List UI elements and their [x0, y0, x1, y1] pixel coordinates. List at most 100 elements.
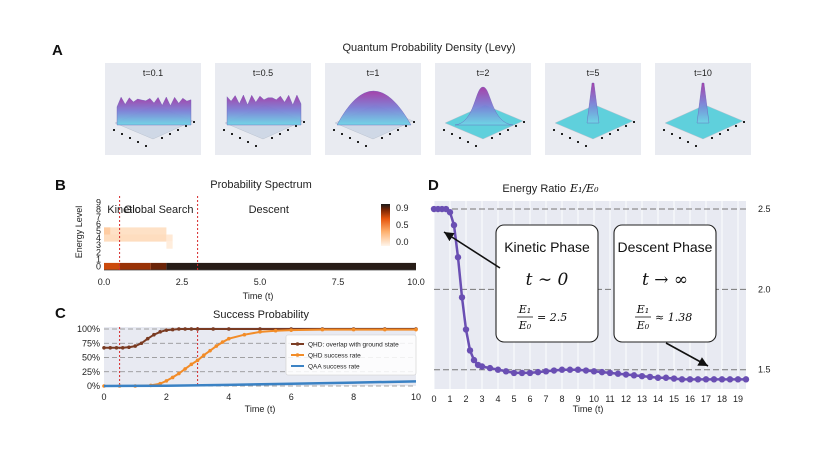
x-tick-label: 12: [621, 394, 631, 404]
x-tick-label: 0: [431, 394, 436, 404]
series-point: [590, 368, 598, 375]
series-point: [189, 327, 194, 331]
series-point: [170, 375, 175, 380]
panel-d-title-math: E₁/E₀: [569, 182, 599, 195]
subplot-label: t=0.1: [143, 68, 163, 78]
y-tick-label: 100%: [77, 324, 100, 334]
series-point: [574, 366, 582, 373]
series-point: [638, 372, 646, 380]
colorbar-tick-mid: 0.5: [396, 220, 409, 230]
surface-mesh: [586, 82, 600, 124]
panel-b-xlabel: Time (t): [243, 291, 274, 301]
x-tick-label: 13: [637, 394, 647, 404]
kinetic-annotation: Kinetic Phase t ∼ 0 E₁ E₀ = 2.5: [495, 224, 599, 343]
y-tick-label: 0: [96, 261, 101, 271]
panel-b-title: Probability Spectrum: [210, 179, 312, 191]
series-point: [189, 362, 194, 367]
series-point: [630, 372, 638, 379]
series-point: [383, 327, 387, 332]
series-point: [510, 369, 518, 377]
series-point: [414, 327, 418, 332]
series-point: [289, 328, 294, 332]
x-tick-label: 0: [101, 392, 106, 402]
x-tick-label: 7: [543, 394, 548, 404]
descent-arrow: [665, 342, 709, 367]
heatmap-cell: [104, 227, 111, 235]
series-point: [598, 368, 606, 376]
panel-c-xlabel: Time (t): [245, 404, 276, 414]
x-tick-label: 10.0: [407, 277, 425, 287]
axis-tick-mark: [185, 125, 187, 127]
x-tick-label: 17: [701, 394, 711, 404]
series-point: [606, 369, 614, 377]
panel-b-ylabel: Energy Level: [74, 206, 84, 259]
panel-c-title: Success Probability: [213, 309, 309, 321]
series-point: [542, 368, 550, 375]
x-tick-label: 10: [589, 394, 599, 404]
series-point: [702, 376, 710, 383]
heatmap-cell: [104, 227, 167, 235]
descent-annotation: Descent Phase t → ∞ E₁ E₀ ≈ 1.38: [613, 224, 717, 343]
descent-ratio-num: E₁: [636, 303, 649, 316]
series-point: [446, 209, 454, 216]
x-tick-label: 2: [164, 392, 169, 402]
kinetic-box: [495, 224, 599, 343]
series-point: [183, 367, 187, 371]
axis-tick-mark: [663, 129, 665, 131]
x-tick-label: 5.0: [254, 277, 267, 287]
axis-tick-mark: [515, 125, 517, 127]
descent-formula: t → ∞: [642, 270, 688, 290]
axis-tick-mark: [577, 141, 579, 143]
axis-tick-mark: [719, 133, 721, 135]
series-point: [273, 328, 278, 333]
series-point: [486, 364, 494, 372]
axis-tick-mark: [743, 121, 745, 123]
y-tick-label: 75%: [82, 338, 100, 348]
series-point: [164, 379, 169, 383]
panel-b-letter: B: [55, 177, 66, 194]
axis-tick-mark: [561, 133, 563, 135]
series-point: [202, 353, 206, 358]
panel-d-title: Energy Ratio: [502, 183, 566, 195]
legend-label-qhd: QHD success rate: [308, 353, 361, 360]
heatmap-cell: [166, 234, 173, 242]
x-tick-label: 19: [733, 394, 743, 404]
series-point: [582, 367, 590, 374]
series-point: [742, 376, 750, 383]
series-point: [458, 294, 466, 301]
heatmap-cell: [166, 241, 173, 249]
series-point: [227, 327, 231, 331]
x-tick-label: 6: [289, 392, 294, 402]
axis-tick-mark: [161, 137, 163, 139]
series-point: [351, 327, 356, 332]
legend-box: [285, 334, 417, 376]
series-point: [120, 346, 125, 350]
surface-mesh: [454, 86, 514, 126]
axis-tick-mark: [287, 129, 289, 131]
axis-tick-mark: [695, 145, 697, 147]
axis-tick-mark: [625, 125, 627, 127]
series-point: [654, 374, 662, 381]
descent-box: [613, 224, 717, 343]
axis-tick-mark: [523, 121, 525, 123]
panel-c-legend: QHD: overlap with ground state QHD succe…: [285, 334, 417, 376]
axis-tick-mark: [177, 129, 179, 131]
axis-tick-mark: [365, 145, 367, 147]
series-point: [622, 371, 630, 378]
series-point: [518, 369, 526, 377]
subplot-label: t=5: [587, 68, 600, 78]
axis-tick-mark: [357, 141, 359, 143]
legend-label-qaa: QAA success rate: [308, 364, 360, 371]
axis-tick-mark: [633, 121, 635, 123]
series-point: [258, 330, 262, 334]
y-tick-label: 50%: [82, 353, 100, 363]
axis-tick-mark: [553, 129, 555, 131]
axis-tick-mark: [255, 145, 257, 147]
axis-tick-mark: [279, 133, 281, 135]
heatmap-cell: [104, 262, 120, 270]
subplot-label: t=10: [694, 68, 712, 78]
series-point: [558, 366, 566, 373]
x-tick-label: 4: [226, 392, 231, 402]
series-point: [195, 327, 200, 331]
